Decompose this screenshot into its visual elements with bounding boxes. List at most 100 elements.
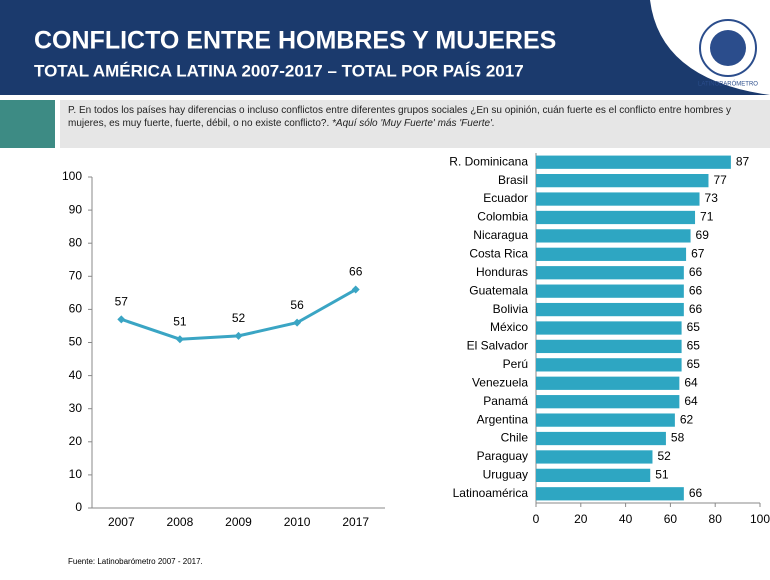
x-tick-label: 60 xyxy=(664,512,678,526)
data-label: 87 xyxy=(736,154,750,168)
x-tick-label: 100 xyxy=(750,512,770,526)
y-tick-label: 70 xyxy=(69,268,83,282)
data-label: 71 xyxy=(700,210,714,224)
y-tick-label: Panamá xyxy=(483,394,528,408)
accent-square xyxy=(0,100,55,148)
y-tick-label: Chile xyxy=(501,431,529,445)
y-tick-label: Venezuela xyxy=(472,375,528,389)
y-tick-label: El Salvador xyxy=(467,339,528,353)
data-label: 51 xyxy=(173,314,187,328)
marker xyxy=(234,331,243,340)
y-tick-label: 80 xyxy=(69,235,83,249)
data-label: 65 xyxy=(687,320,701,334)
bar xyxy=(536,413,675,427)
x-tick-label: 80 xyxy=(709,512,723,526)
y-tick-label: 60 xyxy=(69,302,83,316)
subtitle: TOTAL AMÉRICA LATINA 2007-2017 – TOTAL P… xyxy=(34,61,524,80)
bar xyxy=(536,376,680,390)
data-label: 77 xyxy=(713,173,727,187)
header-band xyxy=(0,0,770,95)
bar xyxy=(536,266,684,280)
question-wrap: P. En todos los países hay diferencias o… xyxy=(68,104,763,130)
y-tick-label: Bolivia xyxy=(493,302,529,316)
bar xyxy=(536,395,680,409)
data-label: 66 xyxy=(689,302,703,316)
x-tick-label: 0 xyxy=(533,512,540,526)
bar xyxy=(536,302,684,317)
y-tick-label: Colombia xyxy=(477,210,528,224)
y-tick-label: Nicaragua xyxy=(473,228,528,242)
data-label: 58 xyxy=(671,431,685,445)
y-tick-label: R. Dominicana xyxy=(449,154,528,168)
source: Fuente: Latinobarómetro 2007 - 2017. xyxy=(68,557,203,566)
question-note: *Aquí sólo 'Muy Fuerte' más 'Fuerte'. xyxy=(332,118,495,129)
data-label: 65 xyxy=(687,357,701,371)
marker xyxy=(117,315,126,324)
y-tick-label: Argentina xyxy=(477,412,529,426)
y-tick-label: Ecuador xyxy=(483,191,528,205)
x-tick-label: 2007 xyxy=(108,515,135,529)
data-label: 66 xyxy=(689,283,703,297)
y-tick-label: 30 xyxy=(69,401,83,415)
y-tick-label: Guatemala xyxy=(469,283,528,297)
data-label: 62 xyxy=(680,412,694,426)
question-box xyxy=(60,100,770,148)
y-tick-label: 20 xyxy=(69,434,83,448)
marker xyxy=(351,285,360,294)
y-tick-label: 40 xyxy=(69,368,83,382)
data-label: 56 xyxy=(290,298,304,312)
title: CONFLICTO ENTRE HOMBRES Y MUJERES xyxy=(34,27,556,55)
x-tick-label: 2008 xyxy=(167,515,194,529)
bar xyxy=(536,450,653,464)
y-tick-label: 100 xyxy=(62,169,82,183)
bar xyxy=(536,431,666,446)
bar xyxy=(536,339,682,354)
y-tick-label: Latinoamérica xyxy=(453,486,529,500)
y-tick-label: 0 xyxy=(75,500,82,514)
marker xyxy=(293,318,302,327)
question: P. En todos los países hay diferencias o… xyxy=(68,104,763,130)
marker xyxy=(175,335,184,344)
bar xyxy=(536,192,700,206)
x-tick-label: 40 xyxy=(619,512,633,526)
y-tick-label: 50 xyxy=(69,335,83,349)
bar xyxy=(536,284,684,298)
data-label: 65 xyxy=(687,339,701,353)
y-tick-label: México xyxy=(490,320,528,334)
y-tick-label: Uruguay xyxy=(483,468,528,482)
data-label: 52 xyxy=(232,311,246,325)
question-text: P. En todos los países hay diferencias o… xyxy=(68,105,731,129)
bar xyxy=(536,174,709,188)
data-label: 66 xyxy=(689,486,703,500)
bar xyxy=(536,247,687,261)
y-tick-label: 10 xyxy=(69,467,83,481)
logo-globe xyxy=(710,30,746,66)
bar xyxy=(536,210,696,225)
bar xyxy=(536,321,682,335)
y-tick-label: Honduras xyxy=(476,265,528,279)
data-label: 66 xyxy=(349,265,363,279)
x-tick-label: 20 xyxy=(574,512,588,526)
y-tick-label: Paraguay xyxy=(477,449,528,463)
y-tick-label: Brasil xyxy=(498,173,528,187)
bar xyxy=(536,468,651,482)
data-label: 67 xyxy=(691,246,705,260)
data-label: 69 xyxy=(696,228,710,242)
bar xyxy=(536,358,682,372)
x-tick-label: 2009 xyxy=(225,515,252,529)
bar xyxy=(536,155,731,169)
data-label: 73 xyxy=(705,191,719,205)
data-label: 51 xyxy=(655,468,669,482)
x-tick-label: 2017 xyxy=(342,515,369,529)
data-label: 64 xyxy=(684,394,698,408)
bar xyxy=(536,229,691,243)
data-label: 57 xyxy=(115,295,129,309)
y-tick-label: Perú xyxy=(503,357,528,371)
y-tick-label: Costa Rica xyxy=(469,246,528,260)
bar xyxy=(536,487,684,501)
y-tick-label: 90 xyxy=(69,202,83,216)
data-label: 66 xyxy=(689,265,703,279)
data-label: 64 xyxy=(684,375,698,389)
